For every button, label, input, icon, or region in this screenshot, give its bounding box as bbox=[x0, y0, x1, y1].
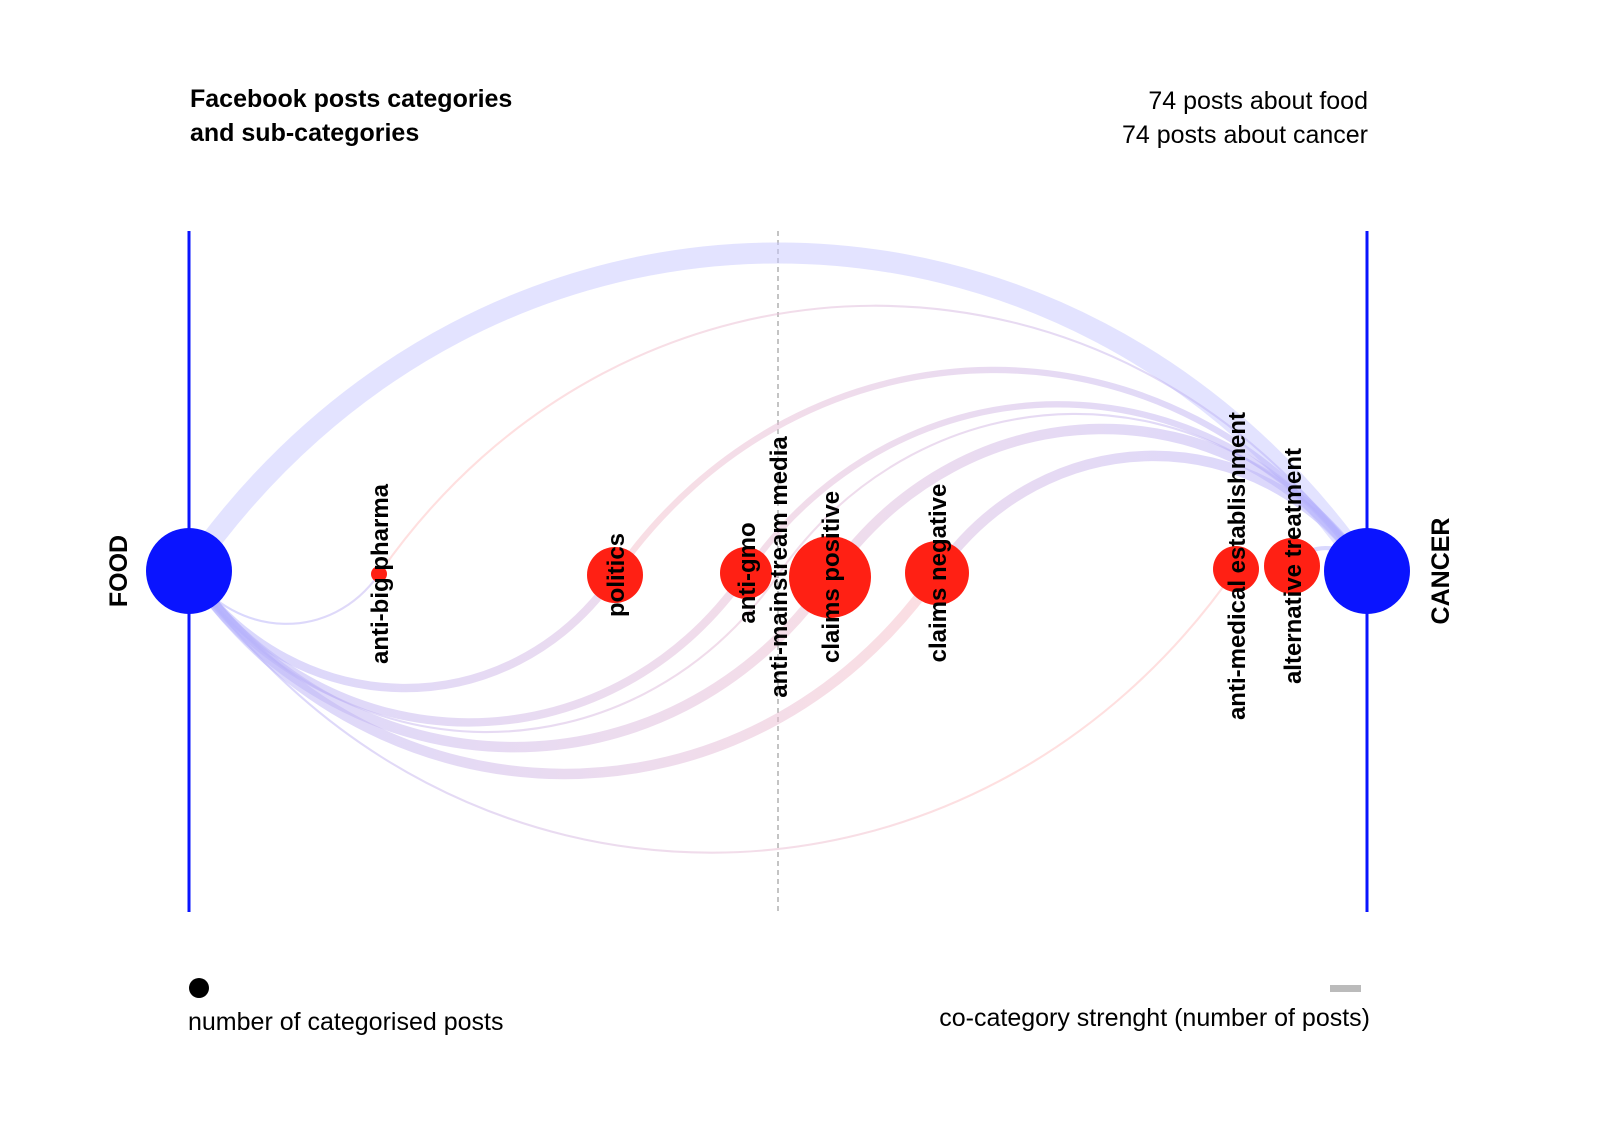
food-count: 74 posts about food bbox=[1148, 87, 1368, 115]
node-claims-positive[interactable] bbox=[789, 536, 871, 618]
node-labels: FOOD CANCER anti-big pharma politics anti-gm… bbox=[105, 412, 1455, 720]
title-line-2: and sub-categories bbox=[190, 119, 420, 147]
label-alternative-treatment: alternative treatment bbox=[1280, 448, 1307, 684]
edge-food-cancer bbox=[180, 242, 1376, 577]
cancer-count: 74 posts about cancer bbox=[1122, 121, 1368, 149]
label-cancer: CANCER bbox=[1427, 518, 1455, 625]
node-cancer[interactable] bbox=[1324, 528, 1410, 614]
label-anti-big-pharma: anti-big pharma bbox=[367, 483, 394, 664]
edge-food-anti-medical-establishment bbox=[188, 568, 1237, 854]
label-claims-positive: claims positive bbox=[818, 491, 845, 663]
node-alternative-treatment[interactable] bbox=[1264, 538, 1320, 594]
edge-food-politics bbox=[185, 568, 619, 693]
edge-politics-cancer bbox=[612, 366, 1370, 577]
legend-edge-bar bbox=[1330, 985, 1361, 992]
edge-anti-big-pharma-cancer bbox=[378, 304, 1368, 575]
node-claims-negative[interactable] bbox=[905, 541, 969, 605]
edge-food-claims-negative bbox=[184, 568, 942, 780]
node-food[interactable] bbox=[146, 528, 232, 614]
nodes bbox=[146, 528, 1410, 618]
node-politics[interactable] bbox=[587, 547, 643, 603]
label-anti-mainstream-media: anti-mainstream media bbox=[766, 436, 793, 698]
legend-edges-label: co-category strenght (number of posts) bbox=[939, 1004, 1370, 1032]
chart-title: Facebook posts categories and sub-catego… bbox=[190, 82, 512, 150]
title-line-1: Facebook posts categories bbox=[190, 85, 513, 113]
node-anti-gmo[interactable] bbox=[720, 547, 772, 599]
label-food: FOOD bbox=[105, 535, 133, 607]
edges bbox=[180, 242, 1376, 854]
post-counts: 74 posts about food 74 posts about cance… bbox=[1122, 84, 1368, 152]
label-claims-negative: claims negative bbox=[925, 484, 952, 663]
legend-node-dot bbox=[189, 978, 209, 998]
legend-nodes-label: number of categorised posts bbox=[188, 1008, 504, 1036]
node-anti-big-pharma[interactable] bbox=[371, 566, 387, 582]
edge-claims-negative-cancer bbox=[932, 450, 1372, 576]
node-anti-medical-establishment[interactable] bbox=[1213, 546, 1259, 592]
label-anti-gmo: anti-gmo bbox=[734, 522, 761, 623]
label-politics: politics bbox=[603, 533, 630, 617]
label-anti-medical-establishment: anti-medical establishment bbox=[1224, 412, 1251, 720]
